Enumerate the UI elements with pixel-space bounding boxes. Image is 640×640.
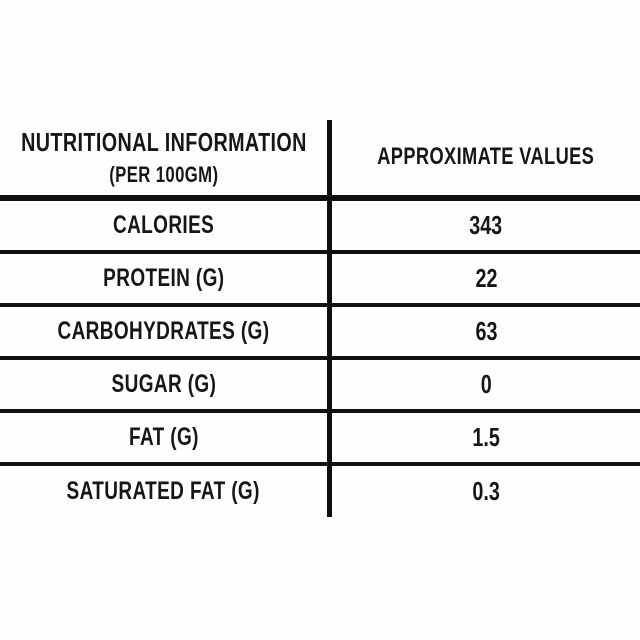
table-row-protein: PROTEIN (G) 22 (0, 254, 640, 307)
row-label: SATURATED FAT (G) (66, 476, 261, 505)
row-label: FAT (G) (128, 422, 199, 451)
row-label: SUGAR (G) (111, 369, 216, 398)
row-label: PROTEIN (G) (102, 263, 225, 292)
row-value: 0.3 (472, 476, 500, 507)
table-row-calories: CALORIES 343 (0, 201, 640, 254)
row-value-cell: 63 (332, 307, 640, 360)
row-value: 0 (480, 369, 492, 400)
row-value: 1.5 (472, 422, 500, 453)
row-label: CARBOHYDRATES (G) (57, 316, 270, 345)
row-label-cell: PROTEIN (G) (0, 254, 332, 307)
header-title: NUTRITIONAL INFORMATION (20, 127, 307, 158)
nutrition-table: NUTRITIONAL INFORMATION (PER 100GM) APPR… (0, 120, 640, 517)
row-value-cell: 343 (332, 201, 640, 254)
row-value-cell: 0.3 (332, 466, 640, 517)
row-label-cell: CARBOHYDRATES (G) (0, 307, 332, 360)
row-label-cell: SATURATED FAT (G) (0, 466, 332, 517)
row-value-cell: 1.5 (332, 413, 640, 466)
row-label: CALORIES (112, 210, 215, 239)
header-right-title: APPROXIMATE VALUES (377, 143, 595, 171)
table-row-sugar: SUGAR (G) 0 (0, 360, 640, 413)
table-row-saturated-fat: SATURATED FAT (G) 0.3 (0, 466, 640, 517)
row-label-cell: FAT (G) (0, 413, 332, 466)
table-row-carbohydrates: CARBOHYDRATES (G) 63 (0, 307, 640, 360)
header-cell-approximate-values: APPROXIMATE VALUES (332, 120, 640, 201)
row-value: 63 (475, 316, 497, 347)
header-cell-nutritional-information: NUTRITIONAL INFORMATION (PER 100GM) (0, 120, 332, 201)
table-header-row: NUTRITIONAL INFORMATION (PER 100GM) APPR… (0, 120, 640, 201)
table-row-fat: FAT (G) 1.5 (0, 413, 640, 466)
row-value-cell: 0 (332, 360, 640, 413)
row-label-cell: SUGAR (G) (0, 360, 332, 413)
row-value: 22 (475, 263, 497, 294)
row-value-cell: 22 (332, 254, 640, 307)
header-subtitle: (PER 100GM) (108, 161, 219, 187)
row-value: 343 (469, 210, 503, 241)
row-label-cell: CALORIES (0, 201, 332, 254)
